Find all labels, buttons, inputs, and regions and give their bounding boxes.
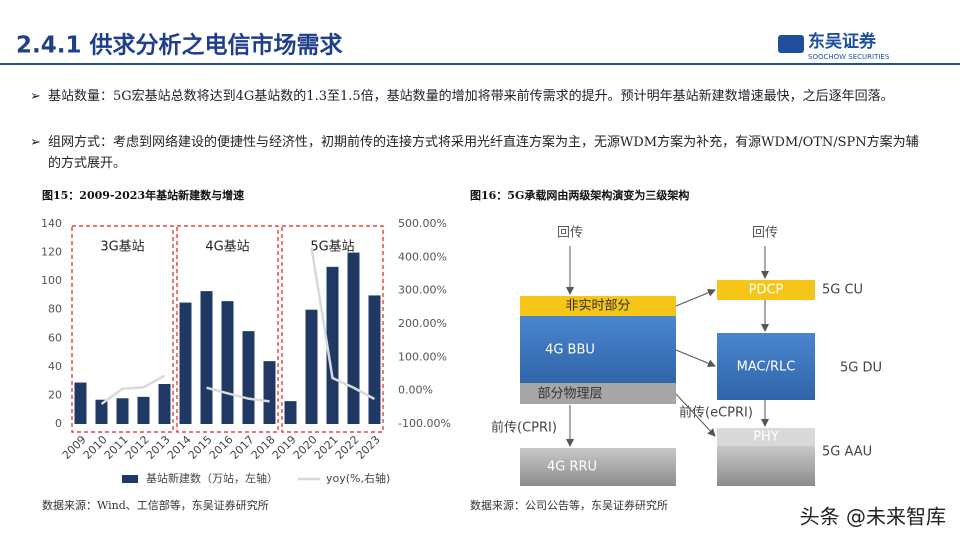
y-tick-label: 140	[41, 217, 62, 230]
label: 回传	[557, 226, 583, 241]
legend-label: yoy(%,右轴)	[326, 471, 390, 485]
box	[717, 428, 815, 446]
box	[520, 296, 676, 316]
diagram-source: 数据来源：公司公告等，东吴证券研究所	[470, 498, 668, 512]
bar	[305, 309, 318, 424]
label: 回传	[752, 226, 778, 241]
label: 4G RRU	[547, 460, 597, 475]
label: 部分物理层	[537, 387, 602, 402]
bar	[326, 266, 339, 424]
box	[717, 333, 815, 400]
slide-title: 2.4.1 供求分析之电信市场需求	[16, 32, 343, 59]
diagram-title: 图16：5G承载网由两级架构演变为三级架构	[470, 188, 689, 202]
bar	[368, 295, 381, 424]
bar	[116, 398, 129, 424]
logo-sub: SOOCHOW SECURITIES	[808, 53, 890, 61]
annotation: 5G基站	[310, 240, 354, 255]
y-tick-label: 0	[55, 417, 62, 430]
bullet-text: 组网方式：考虑到网络建设的便捷性与经济性，初期前传的连接方式将采用光纤直连方案为…	[48, 135, 919, 171]
box	[717, 446, 815, 486]
line	[100, 247, 376, 406]
label: 非实时部分	[565, 299, 630, 314]
y2-tick-label: 0.00%	[398, 384, 433, 397]
bar	[74, 382, 87, 424]
y-tick-label: 120	[41, 246, 62, 259]
bullet: ➢ 组网方式：考虑到网络建设的便捷性与经济性，初期前传的连接方式将采用光纤直连方案…	[30, 132, 930, 174]
diagram: 回传 回传 非实时部分 4G BBU 部分物理层 前传(CPRI) 4G RRU…	[491, 226, 882, 486]
bar	[95, 399, 108, 424]
label: 5G CU	[822, 283, 863, 298]
label: 4G BBU	[545, 343, 595, 358]
y2-tick-label: 200.00%	[398, 317, 447, 330]
bullet: ➢ 基站数量：5G宏基站总数将达到4G基站数的1.3至1.5倍，基站数量的增加将带…	[30, 86, 930, 107]
box	[520, 448, 676, 486]
legend-label: 基站新建数（万站，左轴）	[146, 471, 278, 485]
group-box	[71, 225, 174, 433]
watermark: 头条 @未来智库	[800, 505, 946, 529]
box	[520, 316, 676, 383]
bar	[221, 301, 234, 424]
group-box	[176, 225, 279, 433]
y-tick-label: 100	[41, 274, 62, 287]
bar	[347, 252, 360, 424]
box	[520, 383, 676, 404]
logo-text: 东吴证券	[808, 31, 877, 52]
chart-source: 数据来源：Wind、工信部等，东吴证券研究所	[42, 498, 269, 512]
label: PDCP	[749, 283, 784, 298]
label: PHY	[753, 430, 779, 445]
label: MAC/RLC	[737, 360, 796, 375]
group-box	[281, 225, 384, 433]
logo-icon	[778, 35, 804, 53]
label: 前传(eCPRI)	[679, 405, 753, 421]
bar	[137, 396, 150, 424]
x-tick-label: 2023	[354, 433, 383, 462]
label: 5G AAU	[822, 445, 872, 460]
arrow	[675, 393, 716, 437]
bar	[200, 291, 213, 424]
arrow	[675, 288, 716, 307]
y-tick-label: 60	[48, 331, 62, 344]
bar	[242, 331, 255, 424]
chart-title: 图15：2009-2023年基站新建数与增速	[42, 188, 244, 202]
y2-tick-label: 100.00%	[398, 350, 447, 363]
box	[717, 280, 815, 300]
y-tick-label: 20	[48, 388, 62, 401]
legend-swatch	[122, 475, 138, 483]
bar	[284, 401, 297, 424]
label: 前传(CPRI)	[491, 420, 557, 436]
arrow	[675, 349, 716, 368]
chart: 0 20 40 60 80 100 120 140 -100.00% 0.00% 100.00% 20…	[41, 217, 451, 485]
annotation: 3G基站	[100, 240, 144, 255]
bar	[263, 361, 276, 424]
bar	[158, 384, 171, 424]
y2-tick-label: 500.00%	[398, 217, 447, 230]
y-tick-label: 40	[48, 360, 62, 373]
y2-tick-label: 400.00%	[398, 250, 447, 263]
y2-tick-label: -100.00%	[398, 417, 451, 430]
label: 5G DU	[840, 361, 882, 376]
bar	[179, 302, 192, 424]
annotation: 4G基站	[205, 240, 249, 255]
y2-tick-label: 300.00%	[398, 284, 447, 297]
bullet-text: 基站数量：5G宏基站总数将达到4G基站数的1.3至1.5倍，基站数量的增加将带来…	[48, 89, 894, 104]
y-tick-label: 80	[48, 303, 62, 316]
